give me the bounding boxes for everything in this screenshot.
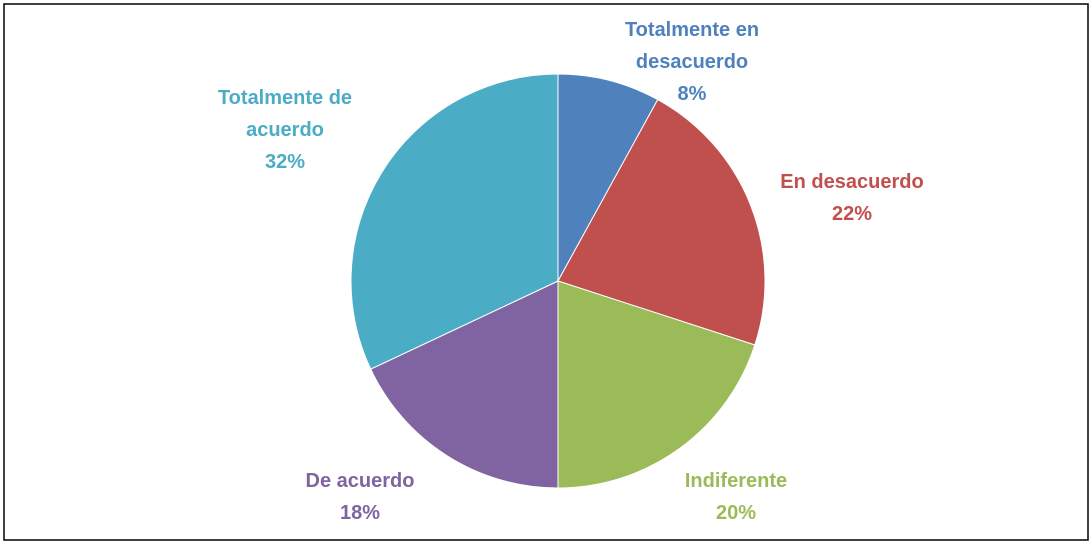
value-label: 8% — [677, 83, 707, 105]
value-label: 20% — [715, 502, 757, 524]
data-label: Totalmente en desacuerdo 8% — [602, 14, 782, 110]
value-label: 18% — [339, 502, 381, 524]
pie-slice — [557, 98, 766, 346]
category-label: En desacuerdo — [780, 171, 924, 193]
data-label: Totalmente de acuerdo 32% — [195, 82, 375, 178]
pie-slice — [370, 280, 559, 489]
data-label: En desacuerdo 22% — [762, 166, 942, 230]
category-label: De acuerdo — [305, 470, 415, 492]
category-label: Indiferente — [684, 470, 788, 492]
pie-slice — [557, 280, 756, 489]
category-label: Totalmente en desacuerdo — [624, 19, 760, 73]
value-label: 32% — [264, 151, 306, 173]
pie-slice — [350, 73, 559, 370]
data-label: De acuerdo 18% — [270, 465, 450, 529]
data-label: Indiferente 20% — [646, 465, 826, 529]
value-label: 22% — [831, 203, 873, 225]
pie-slice — [557, 73, 659, 282]
category-label: Totalmente de acuerdo — [217, 87, 353, 141]
